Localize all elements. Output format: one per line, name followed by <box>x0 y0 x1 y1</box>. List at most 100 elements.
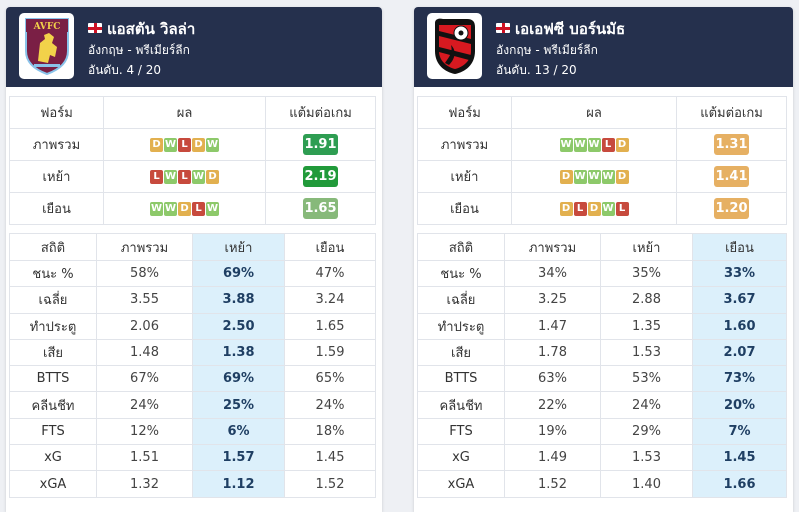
form-row: ภาพรวม W W W L D 1.31 <box>417 128 787 161</box>
result-badge[interactable]: W <box>601 201 615 216</box>
ppg-cell: 1.41 <box>676 160 787 193</box>
stat-home: 1.53 <box>600 444 693 472</box>
stat-overall: 19% <box>504 417 601 446</box>
stat-home: 6% <box>192 417 285 446</box>
result-badge[interactable]: L <box>615 201 629 216</box>
stats-row: BTTS 67% 69% 65% <box>9 365 376 393</box>
stat-away: 20% <box>692 391 787 419</box>
stat-home: 3.88 <box>192 286 285 314</box>
result-badge[interactable]: W <box>206 201 219 216</box>
stats-row: xGA 1.52 1.40 1.66 <box>417 470 787 498</box>
result-badge[interactable]: W <box>192 169 205 184</box>
result-badge[interactable]: W <box>206 137 219 152</box>
result-badge[interactable]: L <box>601 137 615 152</box>
team-logo[interactable] <box>427 13 482 79</box>
stat-label: xG <box>417 444 505 472</box>
result-badge[interactable]: W <box>164 169 177 184</box>
stat-away: 7% <box>692 417 787 446</box>
stat-overall: 63% <box>504 365 601 393</box>
result-badge[interactable]: L <box>192 201 205 216</box>
stat-home: 2.88 <box>600 286 693 314</box>
ppg-badge: 1.91 <box>303 134 338 155</box>
result-badge[interactable]: W <box>559 137 573 152</box>
ppg-cell: 1.91 <box>265 128 376 161</box>
stat-overall: 1.49 <box>504 444 601 472</box>
result-badge[interactable]: W <box>164 137 177 152</box>
stat-away: 2.07 <box>692 338 787 367</box>
stat-label: เสีย <box>417 338 505 367</box>
ppg-badge: 1.20 <box>714 198 749 219</box>
result-badge[interactable]: W <box>150 201 163 216</box>
stats-row: ชนะ % 58% 69% 47% <box>9 259 376 288</box>
stats-row: ทำประตู 2.06 2.50 1.65 <box>9 312 376 340</box>
stat-away: 1.45 <box>692 444 787 472</box>
ppg-badge: 1.65 <box>303 198 338 219</box>
england-flag-icon <box>88 23 102 33</box>
result-badge[interactable]: L <box>178 169 191 184</box>
stat-label: FTS <box>9 417 97 446</box>
col-header-results: ผล <box>103 96 266 129</box>
form-row-label: เหย้า <box>9 160 104 193</box>
result-badge[interactable]: L <box>150 169 163 184</box>
result-badge[interactable]: D <box>178 201 191 216</box>
stat-label: เฉลี่ย <box>9 286 97 314</box>
ppg-cell: 2.19 <box>265 160 376 193</box>
col-header-results: ผล <box>511 96 677 129</box>
stat-overall: 58% <box>96 259 193 288</box>
result-badge[interactable]: D <box>192 137 205 152</box>
team-logo[interactable]: AVFC <box>19 13 74 79</box>
result-badge[interactable]: D <box>150 137 163 152</box>
result-badge[interactable]: W <box>587 137 601 152</box>
stat-overall: 3.25 <box>504 286 601 314</box>
stat-home: 29% <box>600 417 693 446</box>
form-row: เยือน W W D L W 1.65 <box>9 192 376 225</box>
stat-away: 1.65 <box>284 312 376 340</box>
result-badge[interactable]: D <box>587 201 601 216</box>
stat-away: 1.60 <box>692 312 787 340</box>
result-badge[interactable]: D <box>615 169 629 184</box>
stat-home: 1.40 <box>600 470 693 498</box>
result-badge[interactable]: D <box>559 201 573 216</box>
stats-row: ชนะ % 34% 35% 33% <box>417 259 787 288</box>
stat-away: 47% <box>284 259 376 288</box>
stats-row: เสีย 1.48 1.38 1.59 <box>9 338 376 367</box>
result-badge[interactable]: W <box>164 201 177 216</box>
col-header-ppg: แต้มต่อเกม <box>676 96 787 129</box>
league-name[interactable]: อังกฤษ - พรีเมียร์ลีก <box>88 43 190 57</box>
stat-overall: 34% <box>504 259 601 288</box>
stat-overall: 12% <box>96 417 193 446</box>
stat-label: xG <box>9 444 97 472</box>
stat-overall: 67% <box>96 365 193 393</box>
result-badge[interactable]: W <box>573 169 587 184</box>
form-row-label: ภาพรวม <box>417 128 512 161</box>
col-header-away: เยือน <box>692 233 787 261</box>
result-badge[interactable]: D <box>615 137 629 152</box>
col-header-overall: ภาพรวม <box>96 233 193 261</box>
league-name[interactable]: อังกฤษ - พรีเมียร์ลีก <box>496 43 598 57</box>
stat-label: เฉลี่ย <box>417 286 505 314</box>
result-badge[interactable]: W <box>587 169 601 184</box>
stats-row: คลีนชีท 22% 24% 20% <box>417 391 787 419</box>
stat-label: คลีนชีท <box>9 391 97 419</box>
col-header-form: ฟอร์ม <box>417 96 512 129</box>
result-badge[interactable]: D <box>559 169 573 184</box>
result-badge[interactable]: D <box>206 169 219 184</box>
stat-home: 1.57 <box>192 444 285 472</box>
result-badge[interactable]: L <box>573 201 587 216</box>
team-name[interactable]: แอสตัน วิลล่า <box>88 17 195 41</box>
result-badge[interactable]: L <box>178 137 191 152</box>
result-badge[interactable]: W <box>601 169 615 184</box>
stat-home: 1.35 <box>600 312 693 340</box>
aston-villa-crest-icon: AVFC <box>24 18 69 75</box>
form-row-label: เยือน <box>9 192 104 225</box>
stat-away: 1.52 <box>284 470 376 498</box>
stat-overall: 3.55 <box>96 286 193 314</box>
result-badge[interactable]: W <box>573 137 587 152</box>
form-table: ฟอร์ม ผล แต้มต่อเกม ภาพรวม D W L D W 1.91 เหย้า… <box>9 96 376 225</box>
team-name[interactable]: เอเอฟซี บอร์นมัธ <box>496 17 625 41</box>
ppg-cell: 1.31 <box>676 128 787 161</box>
